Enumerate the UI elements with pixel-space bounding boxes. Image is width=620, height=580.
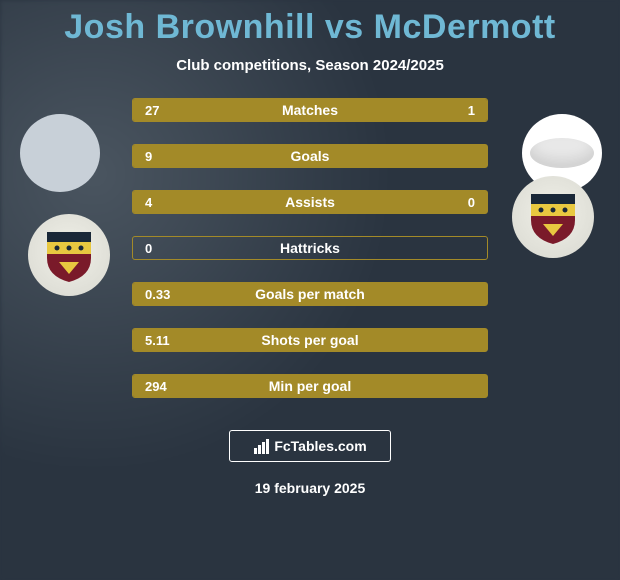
comparison-date: 19 february 2025 xyxy=(255,480,366,496)
stat-bar: 5.11 Shots per goal xyxy=(132,328,488,352)
stat-value-left: 294 xyxy=(145,379,167,394)
stat-value-left: 0 xyxy=(145,241,152,256)
stat-value-left: 9 xyxy=(145,149,152,164)
stat-label: Assists xyxy=(285,194,335,210)
brand-text: FcTables.com xyxy=(274,438,366,454)
stat-label: Goals xyxy=(291,148,330,164)
comparison-title: Josh Brownhill vs McDermott xyxy=(64,8,555,47)
stat-value-left: 0.33 xyxy=(145,287,170,302)
stat-label: Matches xyxy=(282,102,338,118)
chart-icon xyxy=(253,437,271,455)
club-crest-right xyxy=(512,176,594,258)
stat-value-right: 0 xyxy=(468,195,475,210)
stat-bar: 294 Min per goal xyxy=(132,374,488,398)
stat-label: Min per goal xyxy=(269,378,351,394)
stat-value-left: 4 xyxy=(145,195,152,210)
stat-bar: 9 Goals xyxy=(132,144,488,168)
stat-label: Goals per match xyxy=(255,286,365,302)
stat-value-right: 1 xyxy=(468,103,475,118)
stats-bars: 27 Matches 1 9 Goals 4 Assists 0 0 Hattricks 0.33 G… xyxy=(132,98,488,398)
stat-bar: 0 Hattricks xyxy=(132,236,488,260)
club-crest-left xyxy=(28,214,110,296)
stat-value-left: 5.11 xyxy=(145,333,170,348)
stat-value-left: 27 xyxy=(145,103,159,118)
shield-icon xyxy=(43,226,95,284)
stat-label: Hattricks xyxy=(280,240,340,256)
stat-bar: 4 Assists 0 xyxy=(132,190,488,214)
stat-bar: 0.33 Goals per match xyxy=(132,282,488,306)
shield-icon xyxy=(527,188,579,246)
brand-logo: FcTables.com xyxy=(229,430,391,462)
comparison-subtitle: Club competitions, Season 2024/2025 xyxy=(176,57,444,74)
player-left-portrait xyxy=(20,114,100,192)
stat-bar: 27 Matches 1 xyxy=(132,98,488,122)
stat-label: Shots per goal xyxy=(261,332,358,348)
